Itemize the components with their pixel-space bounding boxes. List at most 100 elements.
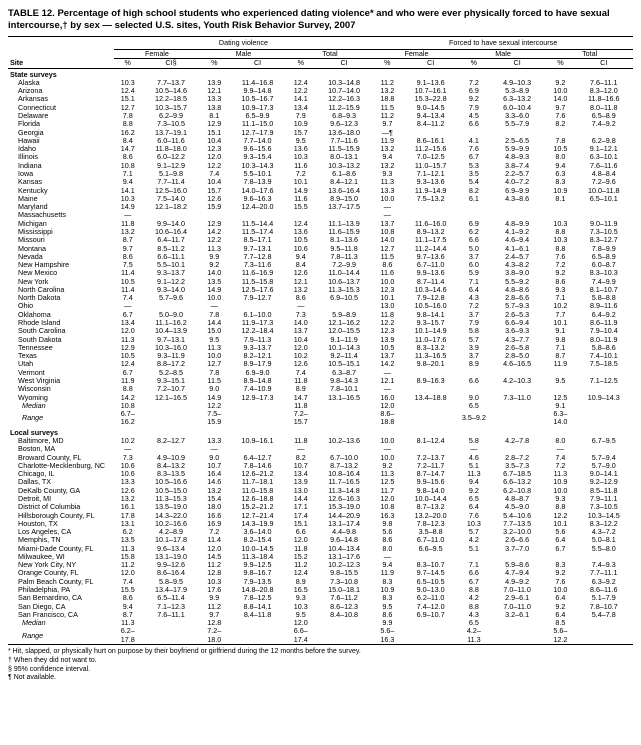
table-row: Hawaii8.46.0–11.610.47.7–14.09.57.7–11.6… bbox=[8, 137, 633, 145]
table-row: Boston, MA—————— bbox=[8, 445, 633, 453]
data-cell: 5.5–7.9 bbox=[488, 120, 546, 128]
table-row: Maryland14.912.1–18.215.912.4–20.015.513… bbox=[8, 203, 633, 211]
data-cell: 6.6 bbox=[460, 120, 488, 128]
hdr-dating-violence: Dating violence bbox=[114, 36, 374, 49]
footnote: § 95% confidence interval. bbox=[8, 666, 633, 675]
data-cell: 7.2–18.0 bbox=[200, 627, 228, 644]
site-cell: Range bbox=[8, 627, 114, 644]
hdr-ci: CI bbox=[401, 59, 459, 68]
table-row: Indiana10.89.1–12.912.210.3–14.311.610.3… bbox=[8, 162, 633, 170]
table-row: Detroit, MI13.211.3–15.315.412.6–18.814.… bbox=[8, 495, 633, 503]
data-cell: 8.2 bbox=[546, 120, 574, 128]
data-cell bbox=[401, 627, 459, 644]
table-row: Georgia16.213.7–19.115.112.7–17.915.713.… bbox=[8, 129, 633, 137]
data-cell: 4.2–11.3 bbox=[460, 627, 488, 644]
table-row: Kentucky14.112.5–16.015.714.0–17.614.913… bbox=[8, 187, 633, 195]
data-cell: 8.1 bbox=[546, 195, 574, 203]
table-row: Memphis, TN13.510.1–17.811.48.2–15.412.0… bbox=[8, 536, 633, 544]
table-row: Hillsborough County, FL17.814.3–22.016.6… bbox=[8, 512, 633, 520]
hdr-ci: CI bbox=[315, 59, 373, 68]
footnote: ¶ Not available. bbox=[8, 674, 633, 683]
table-row: Mississippi13.210.6–16.414.211.5–17.413.… bbox=[8, 228, 633, 236]
table-row: DeKalb County, GA12.610.5–15.013.211.0–1… bbox=[8, 487, 633, 495]
table-row: Tennessee12.910.3–16.011.39.3–13.712.010… bbox=[8, 344, 633, 352]
data-cell: 13.4–18.8 bbox=[401, 394, 459, 402]
data-cell bbox=[315, 627, 373, 644]
table-row: South Dakota11.39.7–13.19.57.9–11.310.49… bbox=[8, 336, 633, 344]
table-row: San Diego, CA9.47.1–12.311.28.8–14.110.3… bbox=[8, 603, 633, 611]
data-cell: 5.5–8.0 bbox=[574, 545, 633, 553]
data-cell: 5.7–9.6 bbox=[142, 294, 200, 302]
data-cell: 10.9–14.3 bbox=[574, 394, 633, 402]
data-cell: 7.5–13.2 bbox=[401, 195, 459, 203]
table-row: Alaska10.37.7–13.713.911.4–16.812.410.3–… bbox=[8, 79, 633, 87]
table-row: New Hampshire7.55.5–10.19.27.3–11.68.47.… bbox=[8, 261, 633, 269]
hdr-pct: % bbox=[460, 59, 488, 68]
data-cell: 7.5–18.5 bbox=[574, 360, 633, 368]
data-cell: 7.5–15.9 bbox=[200, 410, 228, 427]
data-cell: 7.6–11.1 bbox=[142, 611, 200, 619]
table-row: San Francisco, CA8.77.6–11.19.78.4–11.89… bbox=[8, 611, 633, 619]
data-cell bbox=[460, 203, 488, 211]
table-row: Orange County, FL12.08.6–16.412.89.8–16.… bbox=[8, 569, 633, 577]
data-cell: 5.1 bbox=[460, 545, 488, 553]
data-cell: 12.1–18.2 bbox=[142, 203, 200, 211]
table-row: San Bernardino, CA8.66.5–11.49.97.8–12.5… bbox=[8, 594, 633, 602]
table-row: Baltimore, MD10.28.2–12.713.310.9–16.111… bbox=[8, 437, 633, 445]
table-row: West Virginia11.99.3–15.111.58.9–14.811.… bbox=[8, 377, 633, 385]
data-cell: 5.6–16.3 bbox=[373, 627, 401, 644]
site-cell: Median bbox=[8, 619, 114, 627]
data-cell: 7.2–15.7 bbox=[287, 410, 315, 427]
data-cell: 8.9 bbox=[460, 360, 488, 368]
data-cell: 4.2–10.3 bbox=[488, 377, 546, 385]
hdr-pct: % bbox=[287, 59, 315, 68]
table-row: South Carolina12.010.4–13.915.012.2–18.4… bbox=[8, 327, 633, 335]
data-cell: 8.4–11.8 bbox=[228, 611, 286, 619]
data-cell: 12.4–20.0 bbox=[228, 203, 286, 211]
table-head: Dating violence Forced to have sexual in… bbox=[8, 36, 633, 68]
data-cell: 6.7–9.5 bbox=[574, 437, 633, 445]
data-cell: 9.5 bbox=[546, 377, 574, 385]
table-row: Wyoming14.212.1–16.514.912.9–17.314.713.… bbox=[8, 394, 633, 402]
table-row: New York10.59.1–12.213.511.5–15.812.110.… bbox=[8, 278, 633, 286]
data-cell bbox=[142, 627, 200, 644]
data-cell: 13.1–16.5 bbox=[315, 394, 373, 402]
section-header: State surveys bbox=[8, 68, 633, 79]
table-row: Miami-Dade County, FL11.39.6–13.412.010.… bbox=[8, 545, 633, 553]
table-row: Median11.312.812.09.96.58.5 bbox=[8, 619, 633, 627]
data-cell bbox=[488, 619, 546, 627]
data-cell bbox=[401, 619, 459, 627]
table-row: District of Columbia16.113.5–19.018.015.… bbox=[8, 503, 633, 511]
section-name: State surveys bbox=[8, 68, 633, 79]
section-name: Local surveys bbox=[8, 427, 633, 437]
data-cell: 6.5 bbox=[460, 402, 488, 410]
data-cell bbox=[546, 203, 574, 211]
data-cell bbox=[228, 627, 286, 644]
data-cell: 3.7–7.0 bbox=[488, 545, 546, 553]
data-cell bbox=[315, 402, 373, 410]
data-cell: 6.7 bbox=[546, 545, 574, 553]
table-row: Range6.7–16.27.5–15.97.2–15.78.6–18.83.5… bbox=[8, 410, 633, 427]
table-row: Utah12.48.8–17.212.78.9–17.912.610.5–15.… bbox=[8, 360, 633, 368]
data-cell: 7.4–9.2 bbox=[574, 120, 633, 128]
footnote: † When they did not want to. bbox=[8, 657, 633, 666]
site-cell: Range bbox=[8, 410, 114, 427]
data-cell bbox=[488, 410, 546, 427]
data-cell: 6.6–17.4 bbox=[287, 627, 315, 644]
hdr-ci: CI§ bbox=[142, 59, 200, 68]
table-row: Iowa7.15.1–9.87.45.5–10.17.26.1–8.69.37.… bbox=[8, 170, 633, 178]
table-row: Delaware7.86.2–9.98.16.5–9.97.96.8–9.311… bbox=[8, 112, 633, 120]
data-cell: 6.2–17.8 bbox=[114, 627, 142, 644]
data-cell: 6.1 bbox=[460, 195, 488, 203]
data-cell: 4.2–7.8 bbox=[488, 437, 546, 445]
data-cell bbox=[574, 627, 633, 644]
hdr-ci: CI bbox=[488, 59, 546, 68]
table-row: New York City, NY11.29.9–12.611.29.9–12.… bbox=[8, 561, 633, 569]
section-header: Local surveys bbox=[8, 427, 633, 437]
data-cell: 8.9–16.3 bbox=[401, 377, 459, 385]
table-row: Range6.2–17.8 7.2–18.0 6.6–17.4 5.6–16.3 4.2… bbox=[8, 627, 633, 644]
data-cell bbox=[488, 402, 546, 410]
data-cell bbox=[574, 619, 633, 627]
data-cell: 10.2–13.6 bbox=[315, 437, 373, 445]
data-cell bbox=[142, 410, 200, 427]
